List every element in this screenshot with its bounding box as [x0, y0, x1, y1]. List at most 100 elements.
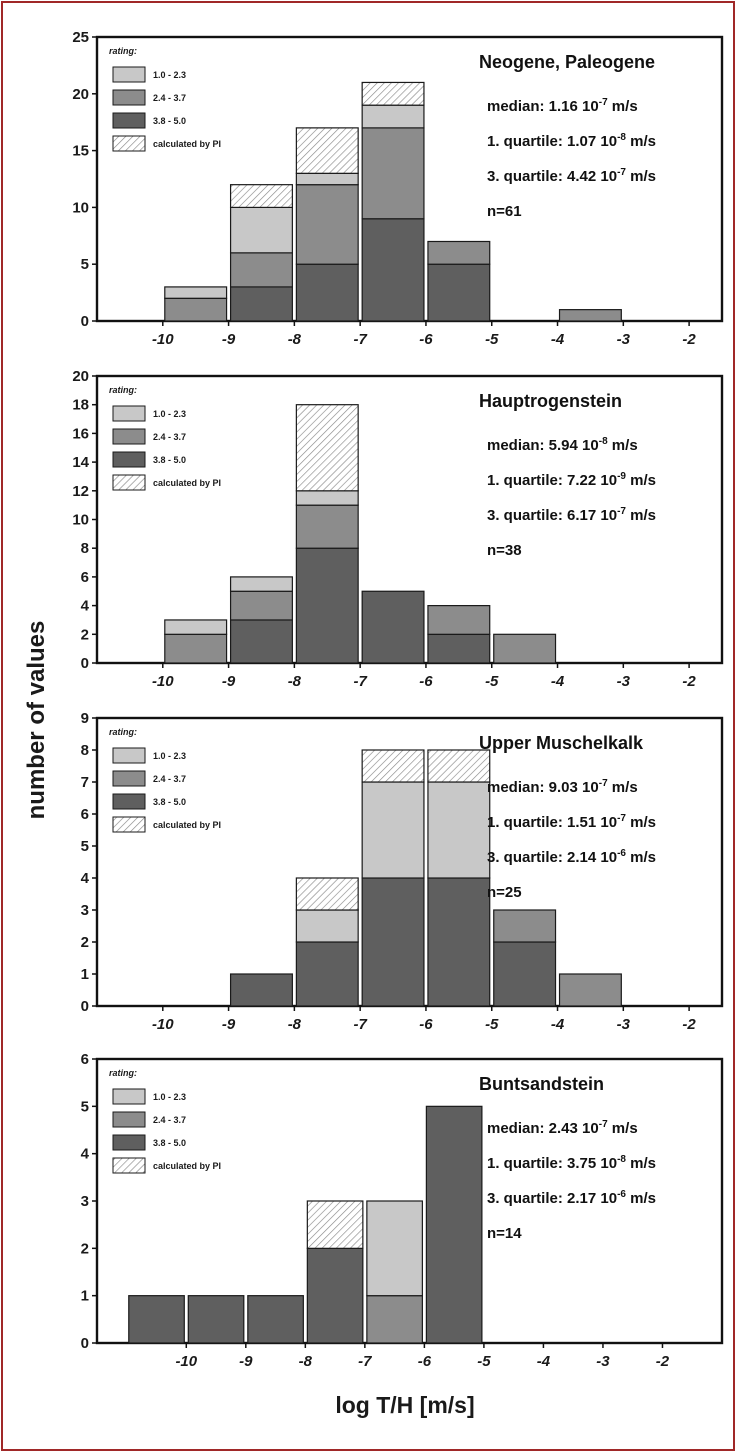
- x-tick-label: -8: [288, 331, 302, 348]
- x-tick-label: -4: [537, 1353, 551, 1370]
- bar-segment-pi: [361, 749, 425, 783]
- x-tick-label: -2: [682, 673, 696, 690]
- bar-segment-r1: [366, 1200, 423, 1297]
- legend-swatch: [112, 112, 146, 129]
- bar-segment-r1: [295, 909, 359, 943]
- x-tick-label: -7: [358, 1353, 372, 1370]
- x-tick-label: -5: [485, 331, 499, 348]
- y-tick-label: 4: [81, 598, 90, 615]
- bar-segment-r1: [164, 619, 228, 635]
- x-tick-label: -6: [419, 1016, 433, 1033]
- stat-line: 3. quartile: 2.17 10-6 m/s: [487, 1189, 656, 1207]
- legend-swatch: [112, 66, 146, 83]
- x-tick-label: -9: [222, 673, 236, 690]
- y-tick-label: 8: [81, 742, 89, 759]
- bar-segment-pi: [306, 1200, 364, 1249]
- y-tick-label: 8: [81, 540, 89, 557]
- legend-label: calculated by PI: [153, 478, 221, 488]
- x-tick-label: -8: [299, 1353, 313, 1370]
- y-tick-label: 2: [81, 1240, 89, 1257]
- legend-label: 3.8 - 5.0: [153, 455, 186, 465]
- y-tick-label: 15: [72, 143, 89, 160]
- legend-swatch: [112, 451, 146, 468]
- legend-swatch: [112, 1134, 146, 1151]
- x-tick-label: -10: [152, 673, 174, 690]
- legend-label: 3.8 - 5.0: [153, 1138, 186, 1148]
- bar-segment-r3: [361, 590, 425, 664]
- stat-line: 1. quartile: 1.51 10-7 m/s: [487, 813, 656, 831]
- bar-segment-r2: [366, 1295, 423, 1344]
- y-tick-label: 1: [81, 1288, 89, 1305]
- bar-segment-r3: [229, 286, 293, 322]
- sample-count: n=61: [487, 203, 522, 220]
- y-tick-label: 18: [72, 397, 89, 414]
- x-tick-label: -9: [222, 331, 236, 348]
- x-tick-label: -7: [353, 1016, 367, 1033]
- bar-segment-r2: [295, 184, 359, 265]
- legend-label: 2.4 - 3.7: [153, 1115, 186, 1125]
- bar-segment-r2: [558, 973, 622, 1007]
- legend-title: rating:: [109, 727, 137, 737]
- y-tick-label: 12: [72, 483, 89, 500]
- stat-line: 1. quartile: 1.07 10-8 m/s: [487, 132, 656, 150]
- x-tick-label: -3: [617, 331, 631, 348]
- bar-segment-r3: [427, 633, 491, 664]
- stat-line: 1. quartile: 3.75 10-8 m/s: [487, 1154, 656, 1172]
- legend-swatch: [112, 770, 146, 787]
- x-tick-label: -9: [222, 1016, 236, 1033]
- bar-segment-pi: [295, 404, 359, 492]
- y-tick-label: 3: [81, 1193, 89, 1210]
- legend-label: 1.0 - 2.3: [153, 751, 186, 761]
- y-tick-label: 2: [81, 626, 89, 643]
- stat-line: 1. quartile: 7.22 10-9 m/s: [487, 471, 656, 489]
- bar-segment-r3: [295, 941, 359, 1007]
- y-tick-label: 5: [81, 1098, 89, 1115]
- y-tick-label: 6: [81, 806, 89, 823]
- bar-segment-r2: [164, 297, 228, 322]
- bar-segment-r3: [427, 877, 491, 1007]
- bar-segment-pi: [361, 81, 425, 106]
- chart-panel-1: 0 5 10 15 20 25 -10 -9 -8 -7 -6 -5 -4 -3 -2 rating: 1.0 …: [72, 29, 724, 348]
- bar-segment-r2: [361, 127, 425, 220]
- y-axis-label: number of values: [23, 621, 50, 820]
- bar-segment-r3: [187, 1295, 245, 1344]
- stat-line: 3. quartile: 2.14 10-6 m/s: [487, 848, 656, 866]
- stat-line: median: 5.94 10-8 m/s: [487, 436, 638, 454]
- legend-swatch: [112, 135, 146, 152]
- y-tick-label: 4: [81, 1146, 90, 1163]
- legend-label: 2.4 - 3.7: [153, 93, 186, 103]
- y-tick-label: 10: [72, 199, 89, 216]
- y-tick-label: 5: [81, 838, 89, 855]
- x-tick-label: -2: [656, 1353, 670, 1370]
- y-tick-label: 16: [72, 425, 89, 442]
- legend-swatch: [112, 474, 146, 491]
- y-tick-label: 6: [81, 1051, 89, 1068]
- x-tick-label: -5: [485, 673, 499, 690]
- legend-label: 2.4 - 3.7: [153, 774, 186, 784]
- bar-segment-r1: [427, 781, 491, 879]
- y-tick-label: 2: [81, 934, 89, 951]
- panel-title: Hauptrogenstein: [479, 391, 622, 411]
- stat-line: 3. quartile: 6.17 10-7 m/s: [487, 506, 656, 524]
- x-tick-label: -7: [353, 673, 367, 690]
- legend-label: calculated by PI: [153, 820, 221, 830]
- x-tick-label: -7: [353, 331, 367, 348]
- legend-label: 2.4 - 3.7: [153, 432, 186, 442]
- bar-segment-r2: [427, 240, 491, 265]
- bar-segment-r2: [493, 909, 557, 943]
- panel-title: Neogene, Paleogene: [479, 52, 655, 72]
- bar-segment-r1: [229, 576, 293, 592]
- bar-segment-pi: [295, 877, 359, 911]
- y-tick-label: 25: [72, 29, 89, 46]
- x-tick-label: -10: [152, 1016, 174, 1033]
- x-tick-label: -6: [418, 1353, 432, 1370]
- legend-title: rating:: [109, 46, 137, 56]
- stat-line: median: 2.43 10-7 m/s: [487, 1119, 638, 1137]
- sample-count: n=14: [487, 1225, 522, 1242]
- legend-label: 1.0 - 2.3: [153, 1092, 186, 1102]
- bar-segment-r2: [229, 252, 293, 288]
- y-tick-label: 0: [81, 998, 89, 1015]
- y-tick-label: 6: [81, 569, 89, 586]
- legend-swatch: [112, 793, 146, 810]
